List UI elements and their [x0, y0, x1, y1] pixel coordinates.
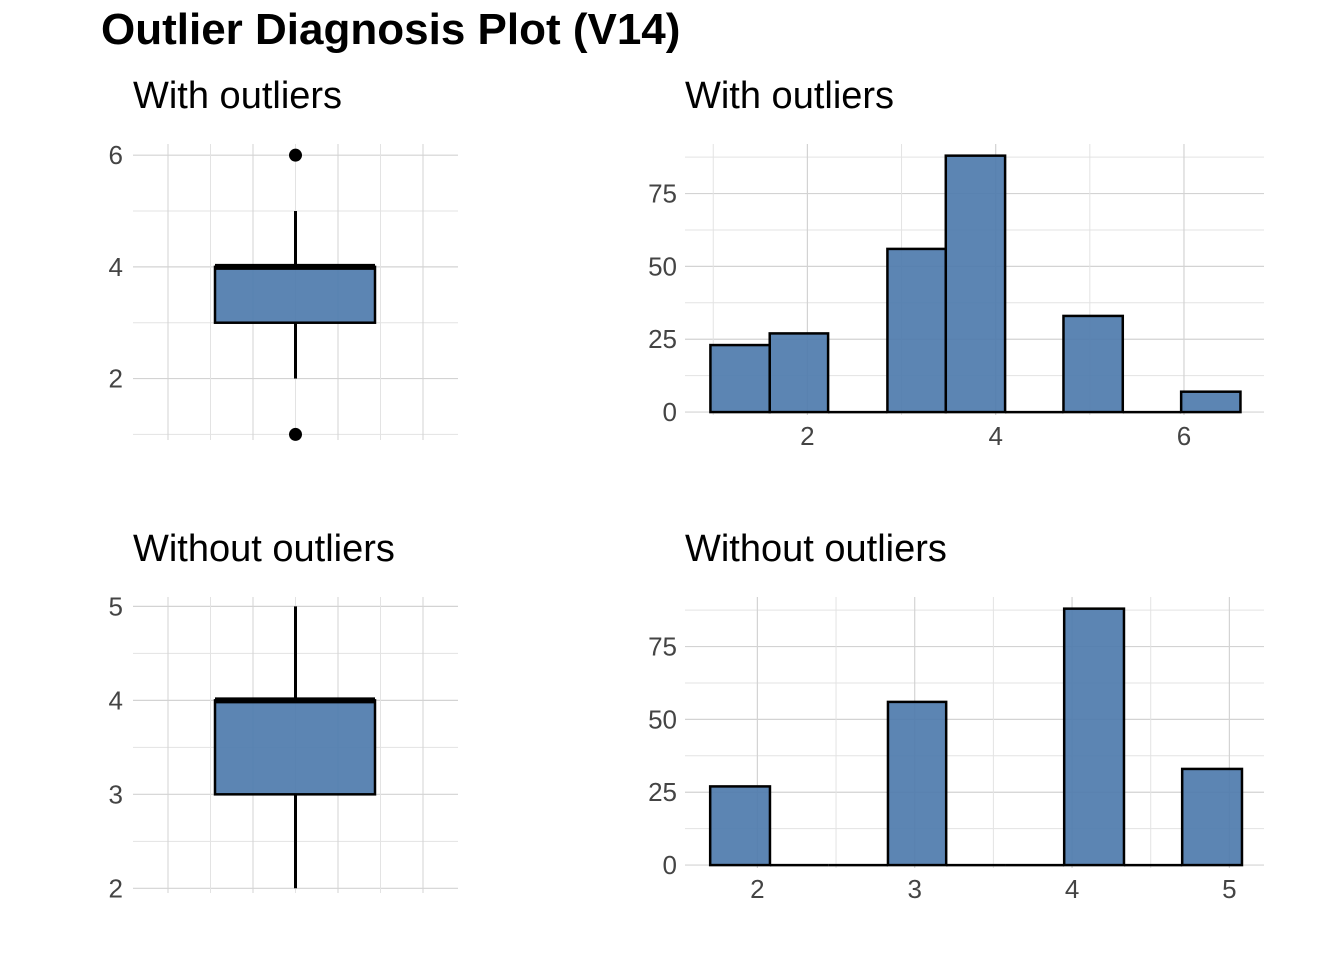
- y-tick-label: 25: [648, 777, 677, 807]
- x-tick-label: 2: [800, 421, 814, 451]
- x-tick-label: 4: [988, 421, 1002, 451]
- y-tick-label: 50: [648, 251, 677, 281]
- x-tick-label: 5: [1222, 874, 1236, 904]
- histogram-bar: [1062, 607, 1126, 867]
- histogram-with-outliers-panel: With outliers 0 25 50 75 2 4 6: [648, 75, 1264, 451]
- y-tick-label: 50: [648, 704, 677, 734]
- y-tick-label: 6: [109, 140, 123, 170]
- y-tick-label: 2: [109, 364, 123, 394]
- histogram-bar: [1062, 314, 1125, 414]
- y-tick-label: 5: [109, 591, 123, 621]
- outlier-point: [289, 427, 302, 441]
- histogram-bar: [708, 785, 772, 867]
- y-tick-label: 4: [109, 252, 123, 282]
- y-tick-label: 75: [648, 632, 677, 662]
- panel-title-boxplot-with-outliers: With outliers: [133, 75, 342, 117]
- y-tick-label: 0: [663, 397, 677, 427]
- box-iqr: [213, 699, 377, 796]
- y-tick-label: 25: [648, 324, 677, 354]
- figure-title: Outlier Diagnosis Plot (V14): [101, 5, 680, 54]
- x-tick-label: 4: [1065, 874, 1079, 904]
- panel-title-histogram-with-outliers: With outliers: [685, 75, 894, 117]
- box-iqr: [213, 265, 377, 324]
- y-tick-label: 75: [648, 179, 677, 209]
- histogram-bar: [886, 247, 948, 414]
- boxplot-without-outliers-panel: Without outliers 2 3 4 5: [109, 528, 458, 903]
- outlier-point: [289, 148, 302, 162]
- panel-title-boxplot-without-outliers: Without outliers: [133, 528, 395, 570]
- y-tick-label: 3: [109, 779, 123, 809]
- histogram-bar: [944, 154, 1007, 414]
- histogram-bar: [1180, 767, 1244, 867]
- y-tick-label: 2: [109, 873, 123, 903]
- panel-title-histogram-without-outliers: Without outliers: [685, 528, 947, 570]
- x-tick-label: 3: [907, 874, 921, 904]
- histogram-bar: [886, 700, 948, 867]
- histogram-bar: [709, 343, 771, 414]
- y-tick-label: 4: [109, 685, 123, 715]
- boxplot-with-outliers-panel: With outliers 2 4 6: [109, 75, 458, 441]
- histogram-bar: [768, 332, 830, 414]
- x-tick-label: 2: [750, 874, 764, 904]
- histogram-bar: [1179, 390, 1242, 414]
- histogram-without-outliers-panel: Without outliers 0 25 50 75 2 3 4 5: [648, 528, 1264, 904]
- x-tick-label: 6: [1177, 421, 1191, 451]
- y-tick-label: 0: [663, 850, 677, 880]
